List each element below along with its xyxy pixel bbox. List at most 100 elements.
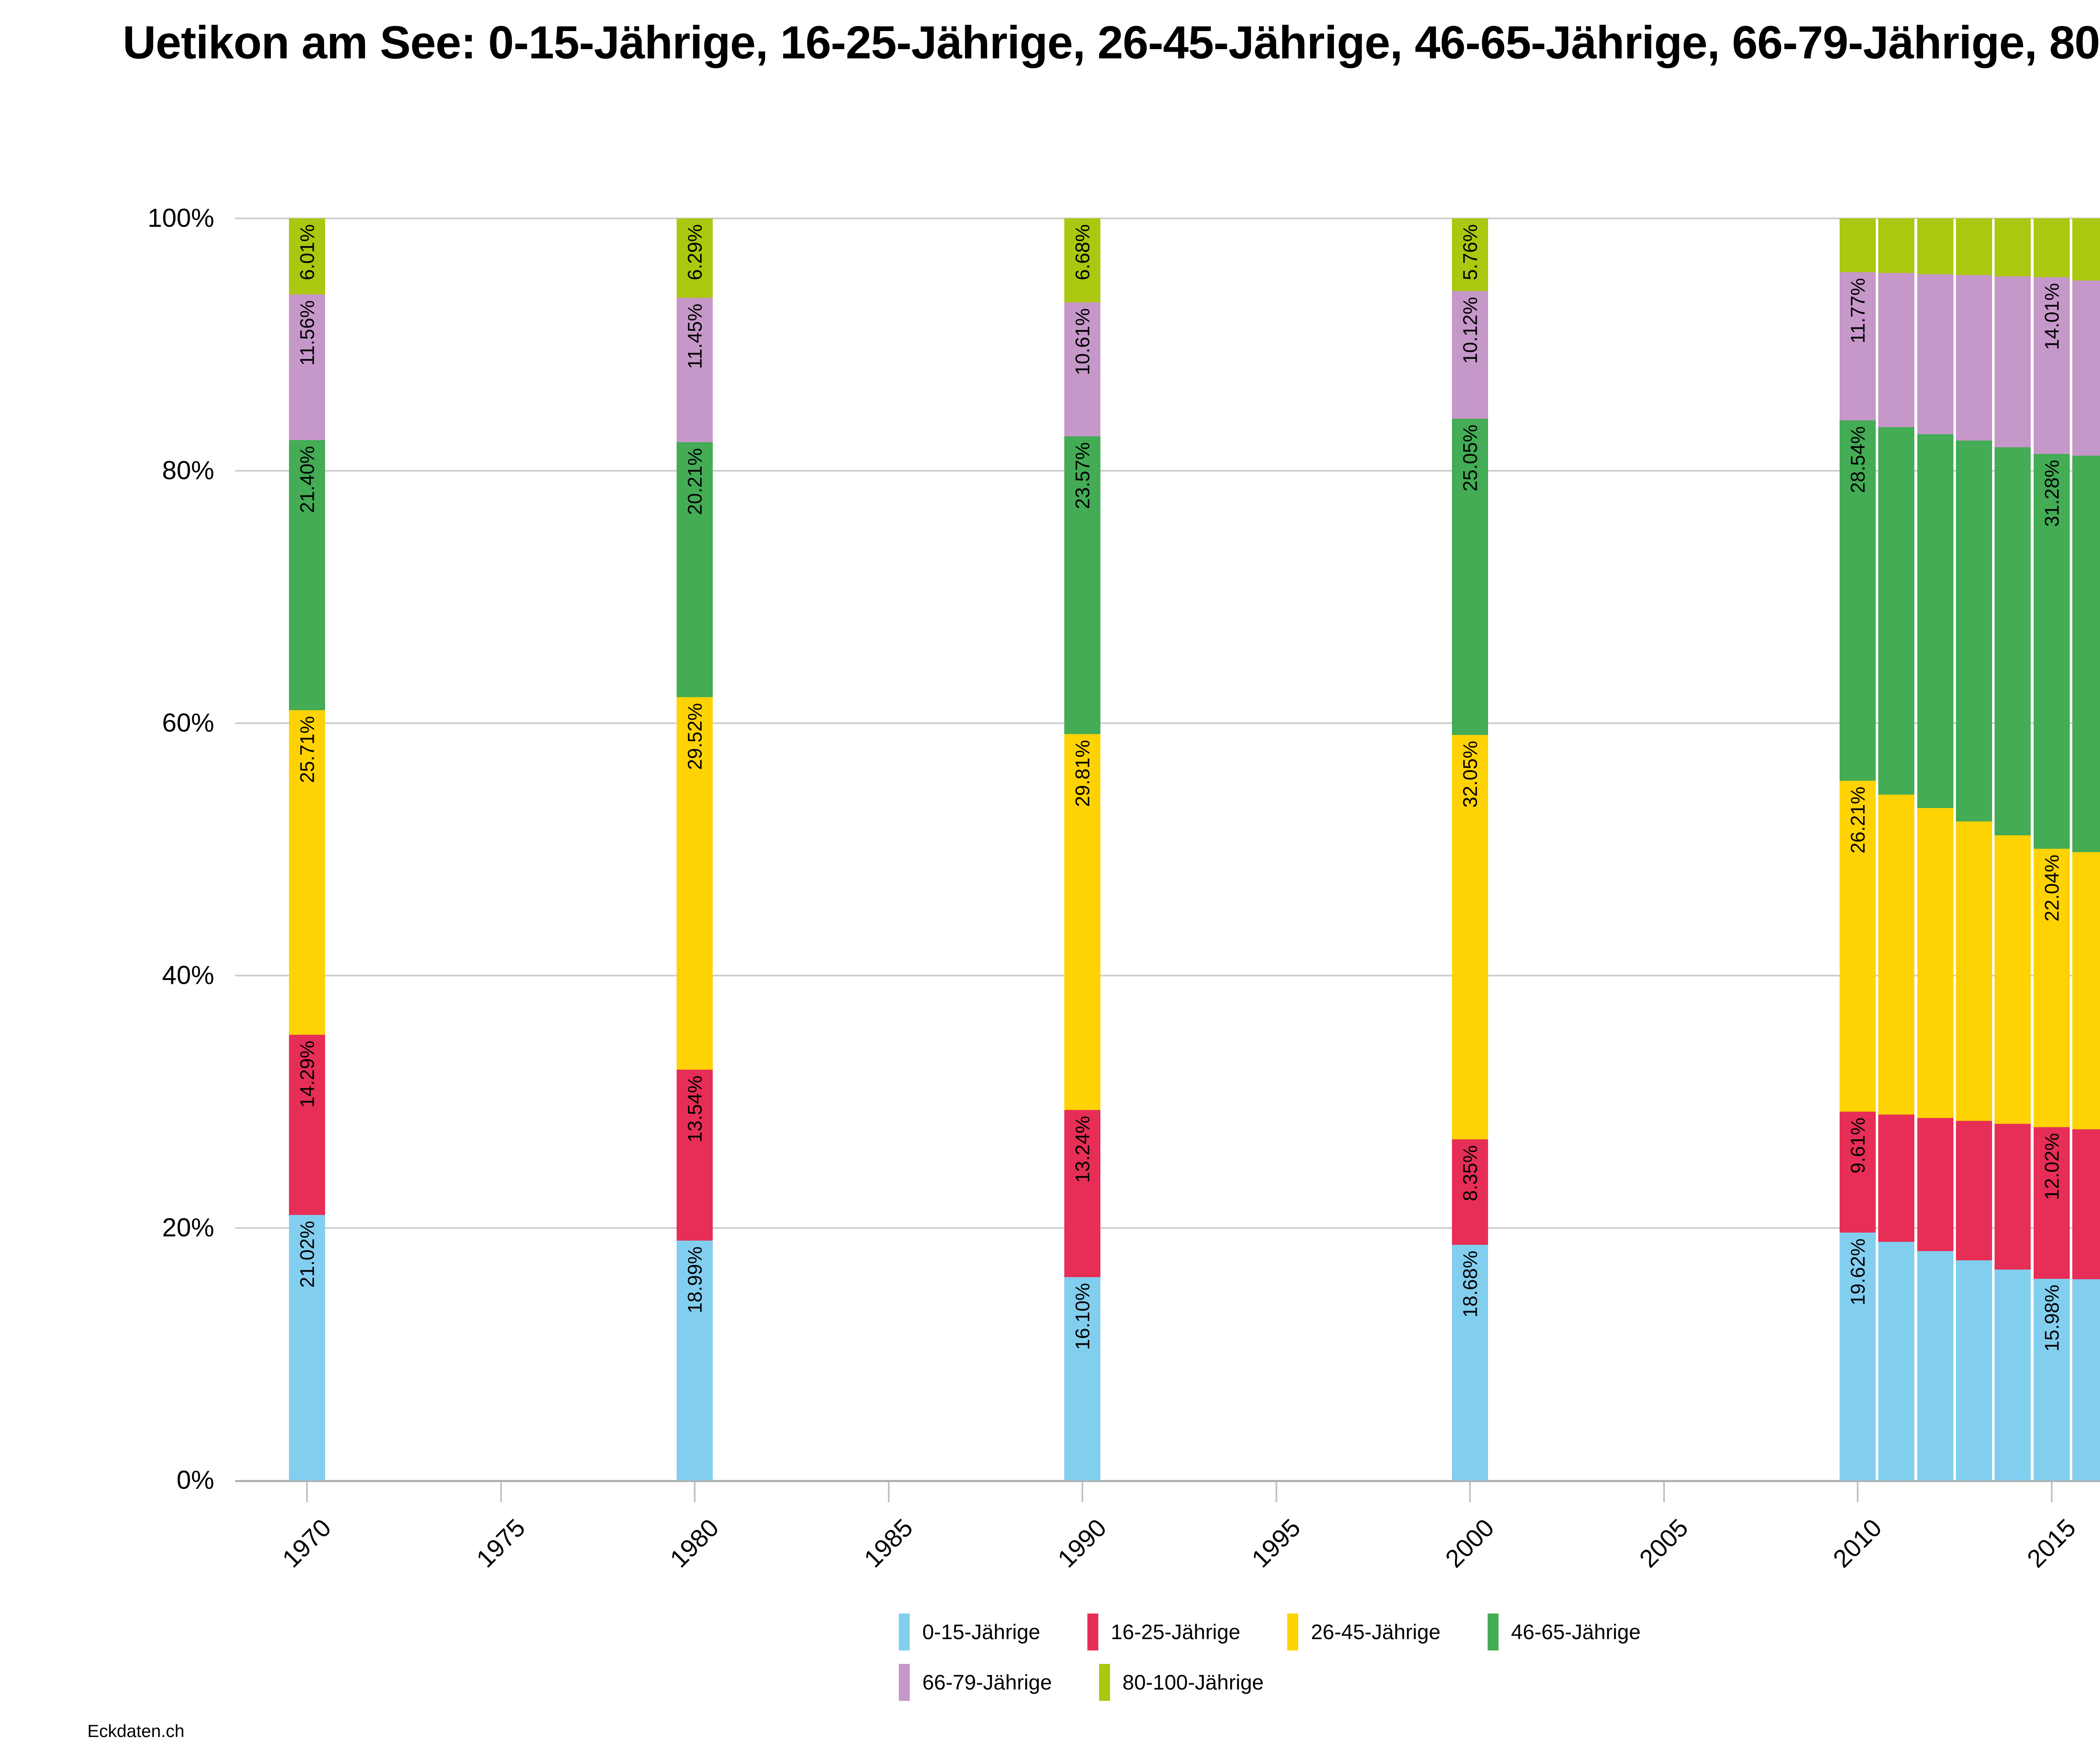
gridline-60 (235, 722, 2100, 724)
bar-segment-label: 6.29% (683, 224, 706, 281)
y-axis-label-60: 60% (162, 708, 214, 737)
gridline-20 (235, 1227, 2100, 1229)
bar-2012-segment-80-100-Jährige (1917, 218, 1953, 274)
legend-item-80-100-Jährige: 80-100-Jährige (1099, 1664, 1264, 1701)
bar-1980: 6.29% 11.45% 20.21% 29.52% 13.54% 18.99% (677, 218, 713, 1480)
bar-2000: 5.76% 10.12% 25.05% 32.05% 8.35% 18.68% (1452, 218, 1488, 1480)
x-tick-2005 (1663, 1480, 1665, 1502)
bar-1970-segment-16-25-Jährige: 14.29% (289, 1034, 325, 1215)
bar-segment-label: 6.01% (296, 224, 318, 281)
bar-segment-label: 12.02% (2040, 1133, 2063, 1200)
bar-segment-label: 29.52% (683, 703, 706, 770)
bar-segment-label: 32.05% (1459, 740, 1481, 808)
legend-swatch (1487, 1614, 1499, 1650)
legend-label: 0-15-Jährige (922, 1620, 1040, 1644)
bar-segment-label: 20.21% (683, 448, 706, 515)
bar-1990-segment-80-100-Jährige: 6.68% (1064, 218, 1100, 303)
bar-2011-segment-16-25-Jährige (1878, 1115, 1915, 1242)
legend-swatch (899, 1664, 910, 1701)
bar-segment-label: 9.61% (1846, 1117, 1869, 1173)
y-axis-label-40: 40% (162, 961, 214, 990)
bar-2016 (2072, 218, 2100, 1480)
bar-segment-label: 10.61% (1071, 308, 1094, 375)
legend-swatch (1099, 1664, 1110, 1701)
bar-segment-label: 8.35% (1459, 1145, 1481, 1202)
bar-1980-segment-16-25-Jährige: 13.54% (677, 1070, 713, 1241)
bar-1970-segment-46-65-Jährige: 21.40% (289, 440, 325, 711)
bar-2000-segment-80-100-Jährige: 5.76% (1452, 218, 1488, 291)
bar-2013-segment-26-45-Jährige (1956, 821, 1992, 1121)
bar-1990-segment-0-15-Jährige: 16.10% (1064, 1277, 1100, 1480)
bar-2015: 14.01% 31.28% 22.04% 12.02% 15.98% (2033, 218, 2070, 1480)
bar-2010-segment-66-79-Jährige: 11.77% (1840, 272, 1876, 421)
y-axis-label-20: 20% (162, 1213, 214, 1242)
bar-1980-segment-26-45-Jährige: 29.52% (677, 697, 713, 1070)
bar-2013-segment-0-15-Jährige (1956, 1260, 1992, 1480)
bar-segment-label: 5.76% (1459, 224, 1481, 281)
bar-1980-segment-0-15-Jährige: 18.99% (677, 1241, 713, 1480)
x-axis-label-1975: 1975 (470, 1513, 530, 1573)
bar-segment-label: 14.01% (2040, 283, 2063, 350)
gridline-100 (235, 218, 2100, 219)
bar-2000-segment-66-79-Jährige: 10.12% (1452, 291, 1488, 419)
bar-2014-segment-16-25-Jährige (1995, 1124, 2031, 1270)
bar-2015-segment-80-100-Jährige (2033, 218, 2070, 278)
bar-2011-segment-46-65-Jährige (1878, 427, 1915, 795)
legend-item-0-15-Jährige: 0-15-Jährige (899, 1614, 1040, 1650)
x-axis-label-1970: 1970 (277, 1513, 337, 1573)
x-tick-1980 (694, 1480, 696, 1502)
legend-item-46-65-Jährige: 46-65-Jährige (1487, 1614, 1641, 1650)
bar-2012-segment-0-15-Jährige (1917, 1251, 1953, 1480)
bar-2012-segment-46-65-Jährige (1917, 434, 1953, 808)
legend-label: 66-79-Jährige (922, 1671, 1052, 1694)
bar-segment-label: 22.04% (2040, 855, 2063, 922)
bar-segment-label: 6.68% (1071, 224, 1094, 281)
legend-item-16-25-Jährige: 16-25-Jährige (1087, 1614, 1240, 1650)
x-tick-1985 (887, 1480, 890, 1502)
bar-2011-segment-80-100-Jährige (1878, 218, 1915, 273)
x-axis-label-1985: 1985 (858, 1513, 918, 1573)
bar-segment-label: 29.81% (1071, 740, 1094, 807)
bar-2000-segment-16-25-Jährige: 8.35% (1452, 1139, 1488, 1245)
x-axis-label-2000: 2000 (1440, 1513, 1500, 1573)
bar-2016-segment-0-15-Jährige (2072, 1279, 2100, 1480)
bar-1980-segment-66-79-Jährige: 11.45% (677, 298, 713, 443)
bar-1990-segment-16-25-Jährige: 13.24% (1064, 1110, 1100, 1278)
gridline-0 (235, 1480, 2100, 1482)
x-axis-label-1995: 1995 (1246, 1513, 1306, 1573)
bar-2011-segment-66-79-Jährige (1878, 273, 1915, 428)
bar-1990-segment-66-79-Jährige: 10.61% (1064, 302, 1100, 437)
legend-swatch (899, 1614, 910, 1650)
bar-segment-label: 19.62% (1846, 1238, 1869, 1306)
x-axis-label-2015: 2015 (2021, 1513, 2081, 1573)
bar-2016-segment-16-25-Jährige (2072, 1129, 2100, 1279)
bar-segment-label: 18.68% (1459, 1250, 1481, 1318)
bar-segment-label: 26.21% (1846, 787, 1869, 854)
bar-2015-segment-0-15-Jährige: 15.98% (2033, 1278, 2070, 1480)
gridline-80 (235, 470, 2100, 472)
legend-label: 26-45-Jährige (1311, 1620, 1441, 1644)
bar-2000-segment-0-15-Jährige: 18.68% (1452, 1244, 1488, 1480)
bar-1990-segment-26-45-Jährige: 29.81% (1064, 734, 1100, 1110)
bar-2013-segment-46-65-Jährige (1956, 441, 1992, 822)
bar-2010-segment-16-25-Jährige: 9.61% (1840, 1111, 1876, 1233)
plot-area: 6.01% 11.56% 21.40% 25.71% 14.29% 21.02% 6.29%… (235, 218, 2100, 1573)
footer-brand: Eckdaten.ch (87, 1721, 185, 1741)
x-tick-2010 (1857, 1480, 1858, 1502)
x-tick-2000 (1469, 1480, 1471, 1502)
bar-2010-segment-80-100-Jährige (1840, 218, 1876, 272)
bar-segment-label: 18.99% (683, 1246, 706, 1314)
bar-segment-label: 21.02% (296, 1221, 318, 1288)
bar-2010-segment-46-65-Jährige: 28.54% (1840, 420, 1876, 781)
bar-2014-segment-26-45-Jährige (1995, 835, 2031, 1124)
bar-2014-segment-80-100-Jährige (1995, 218, 2031, 276)
bar-2011-segment-0-15-Jährige (1878, 1242, 1915, 1480)
bar-2010-segment-0-15-Jährige: 19.62% (1840, 1233, 1876, 1480)
bar-2016-segment-26-45-Jährige (2072, 852, 2100, 1130)
bar-2016-segment-66-79-Jährige (2072, 280, 2100, 456)
bar-1990: 6.68% 10.61% 23.57% 29.81% 13.24% 16.10% (1064, 218, 1100, 1480)
legend-item-66-79-Jährige: 66-79-Jährige (899, 1664, 1052, 1701)
bar-1970-segment-26-45-Jährige: 25.71% (289, 710, 325, 1035)
bar-2013-segment-16-25-Jährige (1956, 1120, 1992, 1260)
